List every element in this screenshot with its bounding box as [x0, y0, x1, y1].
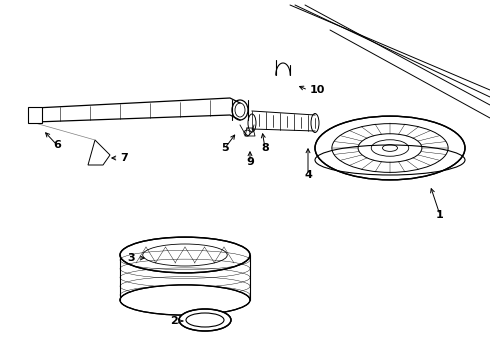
- Text: 3: 3: [127, 253, 135, 263]
- Text: 2: 2: [170, 316, 178, 326]
- Polygon shape: [35, 98, 240, 122]
- Text: 4: 4: [304, 170, 312, 180]
- Ellipse shape: [120, 237, 250, 273]
- Text: 1: 1: [436, 210, 444, 220]
- Ellipse shape: [120, 285, 250, 315]
- Text: 9: 9: [246, 157, 254, 167]
- Ellipse shape: [31, 108, 39, 122]
- Text: 6: 6: [53, 140, 61, 150]
- Text: 5: 5: [221, 143, 229, 153]
- Text: 10: 10: [310, 85, 325, 95]
- Ellipse shape: [315, 116, 465, 180]
- Ellipse shape: [232, 100, 248, 120]
- Ellipse shape: [31, 108, 39, 122]
- Polygon shape: [28, 107, 42, 123]
- Ellipse shape: [179, 309, 231, 331]
- Ellipse shape: [311, 113, 319, 132]
- Text: 7: 7: [120, 153, 128, 163]
- Ellipse shape: [248, 114, 256, 132]
- Polygon shape: [88, 140, 110, 165]
- Circle shape: [244, 130, 250, 136]
- Text: 8: 8: [261, 143, 269, 153]
- Ellipse shape: [130, 240, 240, 270]
